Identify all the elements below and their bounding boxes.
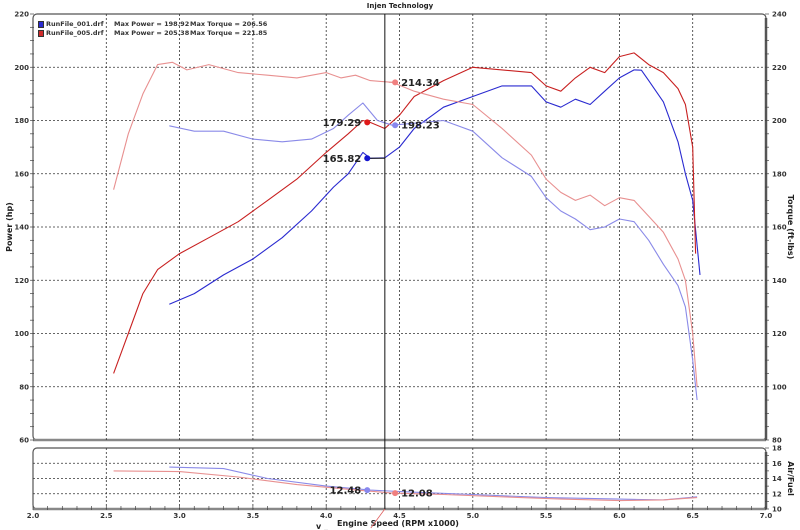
x-tick-label: 2.5 [100, 512, 113, 520]
y-left-tick-label: 180 [14, 117, 29, 125]
afr-axis-label: Air/Fuel [786, 461, 795, 496]
x-axis-label: Engine Speed (RPM x1000) [337, 519, 459, 528]
power-005-marker [364, 119, 371, 126]
y-right-tick-label: 160 [772, 224, 787, 232]
power-005-label: 179.29 [323, 118, 362, 129]
y-left-tick-label: 140 [14, 224, 29, 232]
y-right-tick-label: 140 [772, 277, 787, 285]
x-tick-label: 4.5 [393, 512, 406, 520]
chart-title: Injen Technology [366, 2, 434, 10]
x-tick-label: 3.5 [247, 512, 260, 520]
afr-tick-label: 16 [772, 460, 782, 468]
legend-file: RunFile_001.drf [46, 20, 104, 28]
legend-max-power: Max Power = 205.38 [114, 29, 190, 37]
y-right-axis-label: Torque (ft-lbs) [786, 195, 795, 260]
cursor-pointer [370, 508, 386, 529]
afr-005-label: 12.08 [401, 489, 433, 500]
afr-series-line [113, 470, 698, 502]
x-axis-label-prefix: v _ [316, 522, 328, 530]
torque-005-marker [392, 79, 399, 86]
y-left-tick-label: 100 [14, 330, 29, 338]
x-tick-label: 5.5 [540, 512, 553, 520]
legend-max-torque: Max Torque = 221.85 [190, 29, 268, 37]
afr-tick-label: 14 [772, 475, 782, 483]
y-right-tick-label: 220 [772, 64, 787, 72]
series-line [113, 61, 698, 387]
legend-max-torque: Max Torque = 206.56 [190, 20, 268, 28]
legend-max-power: Max Power = 198.92 [114, 20, 190, 28]
power-001-label: 165.82 [323, 154, 362, 165]
afr-series-line [169, 466, 698, 501]
afr-tick-label: 12 [772, 490, 782, 498]
afr-005-marker [392, 490, 399, 497]
x-tick-label: 7.0 [760, 512, 773, 520]
legend-swatch-red [38, 30, 44, 37]
legend-file: RunFile_005.drf [46, 29, 104, 37]
power-001-marker [364, 155, 371, 162]
x-tick-label: 6.5 [686, 512, 699, 520]
y-left-tick-label: 220 [14, 11, 29, 19]
y-left-tick-label: 200 [14, 64, 29, 72]
series-line [169, 69, 701, 305]
y-left-tick-label: 80 [19, 383, 29, 391]
y-left-tick-label: 120 [14, 277, 29, 285]
y-right-tick-label: 80 [772, 437, 782, 445]
torque-001-label: 198.23 [401, 121, 440, 132]
legend-row-run001: RunFile_001.drf Max Power = 198.92 Max T… [38, 20, 267, 29]
afr-001-label: 12.48 [330, 486, 362, 497]
y-right-tick-label: 240 [772, 11, 787, 19]
series-line [113, 52, 697, 374]
y-left-tick-label: 160 [14, 170, 29, 178]
x-tick-label: 3.0 [173, 512, 186, 520]
torque-005-label: 214.34 [401, 78, 440, 89]
legend: RunFile_001.drf Max Power = 198.92 Max T… [38, 20, 267, 38]
series-line [169, 102, 698, 401]
x-tick-label: 6.0 [613, 512, 626, 520]
afr-001-marker [364, 487, 371, 494]
y-right-tick-label: 100 [772, 383, 787, 391]
x-tick-label: 4.0 [320, 512, 333, 520]
torque-001-marker [392, 122, 399, 129]
afr-tick-label: 10 [772, 506, 782, 514]
y-right-tick-label: 200 [772, 117, 787, 125]
y-left-tick-label: 60 [19, 437, 29, 445]
y-right-tick-label: 120 [772, 330, 787, 338]
x-tick-label: 2.0 [27, 512, 40, 520]
legend-row-run005: RunFile_005.drf Max Power = 205.38 Max T… [38, 29, 267, 38]
afr-tick-label: 18 [772, 445, 782, 453]
legend-swatch-blue [38, 21, 44, 28]
y-left-axis-label: Power (hp) [5, 202, 14, 252]
x-tick-label: 5.0 [467, 512, 480, 520]
y-right-tick-label: 180 [772, 170, 787, 178]
